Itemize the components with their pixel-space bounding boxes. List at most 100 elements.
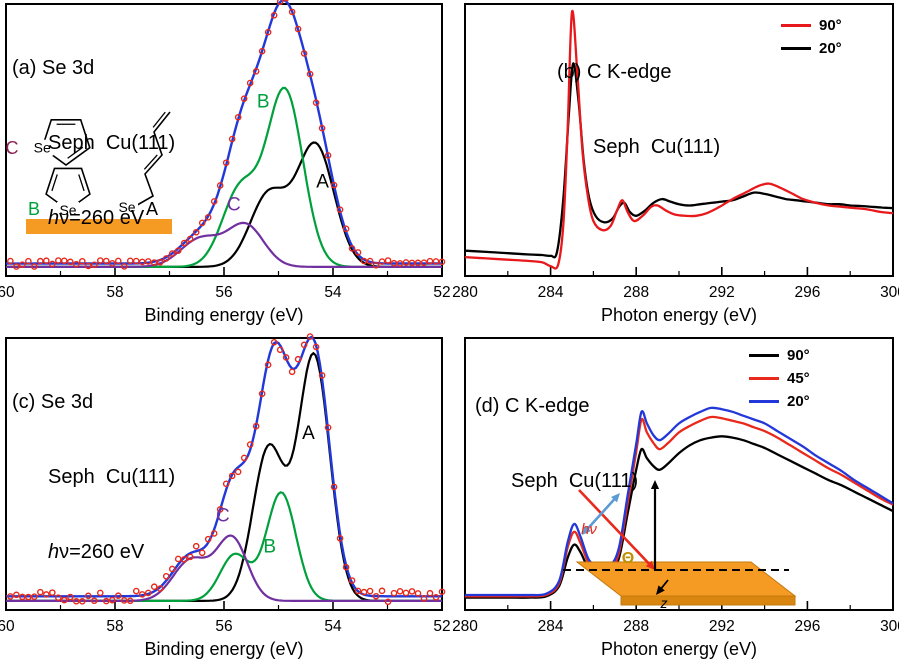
data-point [96,257,104,264]
data-point [192,542,200,550]
data-point [90,597,98,605]
species-c-label: C [6,138,19,158]
data-point [108,260,116,267]
photon-energy-value: ν=260 eV [59,207,145,229]
legend-swatch-20deg [749,400,779,403]
double-bond [78,174,85,192]
panel-d-ckedge-nexafs: (d) C K-edge Seph Cu(111) 90° 45° 20° 28… [451,334,899,667]
panel-d-title: (d) C K-edge Seph Cu(111) [475,344,638,544]
data-point [384,598,392,606]
data-point [264,28,272,36]
plot-svg-c: 60 58 56 54 52 Binding energy (eV) A B C [0,333,451,659]
data-point [258,390,266,398]
panel-b-legend: 90° 20° [781,16,842,58]
data-point [420,595,428,602]
data-point [210,530,218,537]
panel-a-sample: Seph Cu(111) [48,132,176,154]
data-point [414,590,422,597]
panel-c-se3d-xps: (c) Se 3d Seph Cu(111) hν=260 eV 60 58 56 5… [0,333,451,667]
data-point [114,257,122,265]
data-point [420,259,428,266]
species-a-label: A [146,199,158,219]
data-point [162,255,170,262]
x-axis-title: Binding energy (eV) [144,305,303,325]
data-point [31,263,38,270]
plot-frame [464,337,894,611]
tick-label: 300 [880,284,899,301]
photon-energy-value: ν=260 eV [59,541,145,563]
data-point [138,258,146,266]
photon-beam-arrow [578,489,653,567]
component-label-C: C [227,195,241,216]
data-point [168,250,176,257]
se-atom-label: Se [59,202,76,218]
panel-d-sample: Seph Cu(111) [511,470,639,492]
data-point [55,594,62,601]
x-axis-title: Binding energy (eV) [144,639,303,659]
data-point [336,535,344,542]
fit-envelope-curve [6,335,442,598]
spectrum-90° [465,435,894,599]
data-point [228,472,236,480]
tick-label: 284 [538,284,564,301]
tick-label: 54 [324,284,342,301]
x-axis-c: 60 58 56 54 52 Binding energy (eV) [0,601,451,659]
data-point [156,258,164,266]
data-point [162,572,170,580]
data-point [282,354,290,361]
data-point [432,593,440,601]
data-point [13,591,20,599]
plot-svg-a: 60 58 56 54 52 Binding energy (eV) A B C Se Se Se C B… [0,0,451,325]
data-point [234,468,242,476]
data-point [216,182,224,189]
data-point [438,588,446,596]
panel-b-ckedge-nexafs: (b) C K-edge Seph Cu(111) 90° 20° 280 284… [451,0,899,333]
panel-a-title: (a) Se 3d Seph Cu(111) hν=260 eV [12,6,175,281]
panel-a-label: (a) [12,57,37,79]
data-point [426,257,434,265]
tick-label: 284 [538,618,564,635]
hv-symbol: h [48,541,60,563]
data-point [366,587,374,595]
data-point [354,249,362,256]
data-point [336,206,344,213]
data-point [300,50,308,57]
data-point [228,135,236,143]
data-point [312,99,320,107]
data-point [150,259,158,266]
data-point [283,0,289,2]
tick-label: 292 [709,618,735,635]
data-point [216,506,224,513]
legend-item-20deg: 20° [781,39,842,58]
tick-label: 288 [623,284,649,301]
data-point [198,219,206,227]
data-point [79,257,86,265]
data-point [360,588,368,596]
butadienyl-chain [131,111,171,209]
data-point [7,257,14,265]
panel-c-title: (c) Se 3d Seph Cu(111) hν=260 eV [12,340,175,615]
data-point [144,589,152,597]
data-point [168,565,176,573]
data-point [204,535,212,543]
arrowhead [650,480,660,489]
data-point [180,556,188,563]
data-point [126,597,134,605]
se-atom-label: Se [118,199,135,215]
data-point [426,589,434,597]
data-point [108,596,116,604]
legend-label-90deg: 90° [787,347,810,364]
x-axis-d: 280 284 288 292 296 300 Photon energy (eV) [452,601,899,659]
crystal-surface-top [575,561,797,597]
data-point [186,235,194,243]
double-bond [152,111,166,128]
data-point [174,555,182,563]
data-point [246,79,254,87]
component-C-curve [6,221,442,268]
theta-label: Θ [622,550,634,567]
data-point [294,355,302,363]
selenophene-ring-c [41,119,91,166]
spectrum-45° [464,415,894,598]
plot-frame [5,337,443,611]
tick-label: 60 [0,618,15,635]
